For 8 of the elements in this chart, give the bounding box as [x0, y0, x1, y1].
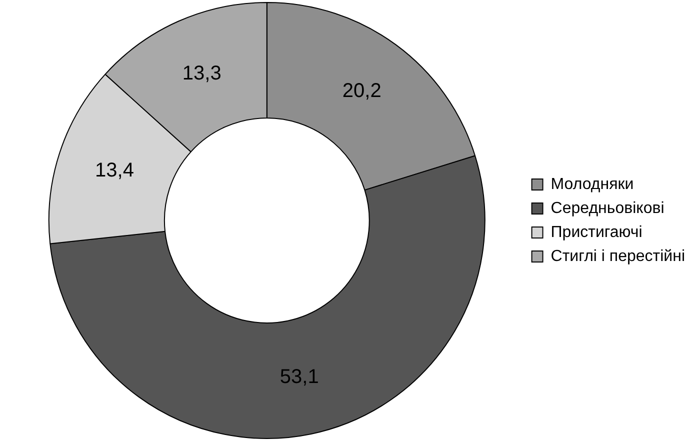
- legend-label: Стиглі і перестійні: [550, 248, 686, 265]
- legend-label: Молодняки: [550, 176, 634, 193]
- data-label: 13,4: [95, 160, 134, 182]
- legend-label: Пристигаючі: [550, 224, 642, 241]
- legend-label: Середньовікові: [550, 200, 664, 217]
- data-label: 13,3: [182, 62, 222, 85]
- data-label: 20,2: [342, 80, 382, 102]
- data-label: 53,1: [280, 366, 319, 388]
